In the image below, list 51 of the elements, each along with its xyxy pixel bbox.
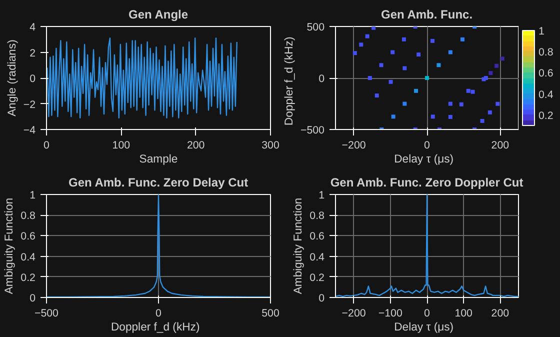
x-tick-label: 300 [262,140,280,152]
color-bar-label: 0.2 [538,110,554,122]
x-tick-label: −200 [342,308,366,320]
x-tick-label: 200 [186,140,205,152]
color-bar-label: 1 [538,26,544,38]
chart-title: Gen Amb. Func. Zero Doppler Cut [330,176,524,190]
y-axis-title: Angle (radians) [6,39,18,116]
y-tick-label: 0.4 [310,251,325,264]
x-tick-label: 200 [491,140,510,152]
x-tick-label: 0 [424,308,430,320]
y-tick-label: 500 [306,22,325,34]
x-axis-title: Sample [139,154,178,166]
y-tick-label: 0 [318,292,325,304]
y-tick-label: 4 [30,22,36,34]
x-tick-label: 0 [424,140,430,152]
color-bar-label: 0.4 [538,88,554,101]
chart-title: Gen Angle [128,8,188,22]
x-tick-label: −100 [378,308,402,320]
y-tick-label: 0.4 [20,251,36,264]
x-tick-label: 200 [491,308,510,320]
y-axis-title: Ambiguity Function [4,198,16,294]
x-tick-label: 100 [454,308,473,320]
y-tick-label: −4 [23,124,36,136]
y-tick-label: 1 [30,190,36,202]
x-tick-label: 500 [262,308,280,320]
y-tick-label: 0.2 [20,272,36,284]
y-tick-label: 0.6 [20,230,36,243]
x-tick-label: 0 [44,140,50,152]
x-tick-label: 0 [156,308,162,320]
y-tick-label: 1 [318,190,325,202]
y-tick-label: −2 [23,98,36,111]
x-axis-title: Doppler f_d (kHz) [110,322,200,334]
y-axis-title: Doppler f_d (kHz) [283,36,296,126]
color-bar-label: 0.8 [538,46,554,59]
chart-title: Gen Amb. Func. [381,8,473,22]
x-axis-title: Delay τ (μs) [394,154,454,166]
y-axis-title: Ambiguity Function [292,198,305,294]
y-tick-label: 0 [30,292,36,304]
y-tick-label: 0.2 [310,272,325,284]
y-tick-label: 0 [30,73,36,85]
y-tick-label: 0.8 [310,210,325,222]
y-tick-label: 0.6 [310,230,325,243]
chart-title: Gen Amb. Func. Zero Delay Cut [68,176,248,190]
x-tick-label: −200 [342,140,366,152]
x-tick-label: 100 [112,140,130,152]
x-axis-title: Delay τ (μs) [394,322,454,334]
y-tick-label: −500 [300,124,325,136]
y-tick-label: 0.8 [20,210,36,222]
color-bar-label: 0.6 [538,68,554,80]
y-tick-label: 2 [30,47,36,60]
y-tick-label: 0 [318,73,325,85]
